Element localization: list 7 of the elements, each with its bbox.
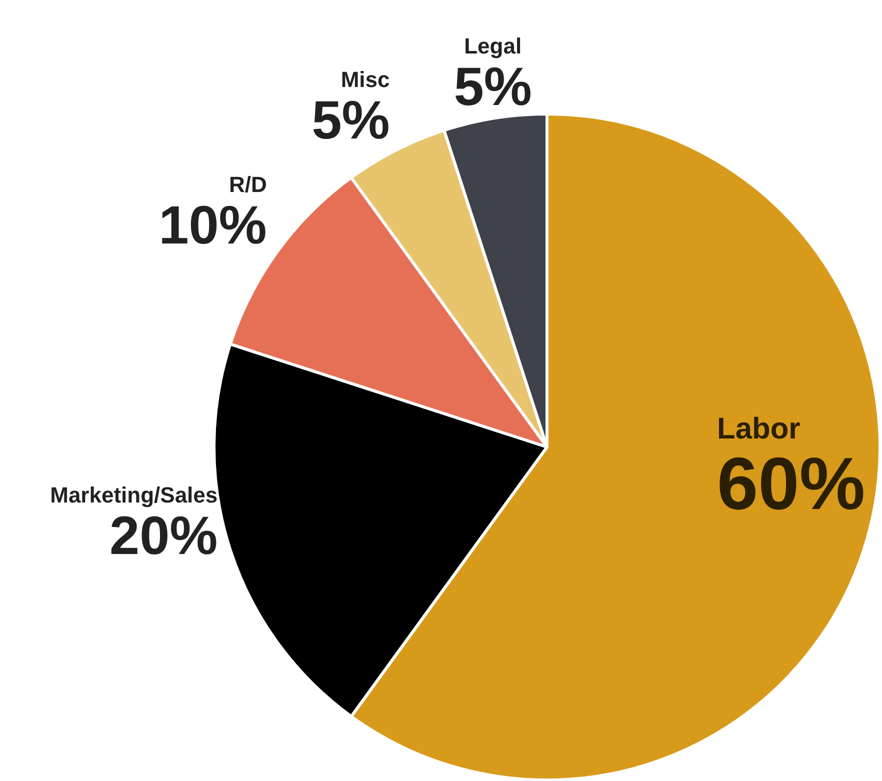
slice-label: Marketing/Sales: [50, 482, 218, 508]
data-label: 10%: [158, 195, 267, 256]
slice-label: Misc: [340, 67, 390, 92]
data-label: 5%: [312, 90, 390, 150]
slice-label: Legal: [464, 34, 522, 59]
slice-label: R/D: [228, 172, 267, 198]
data-label: 20%: [110, 506, 218, 566]
